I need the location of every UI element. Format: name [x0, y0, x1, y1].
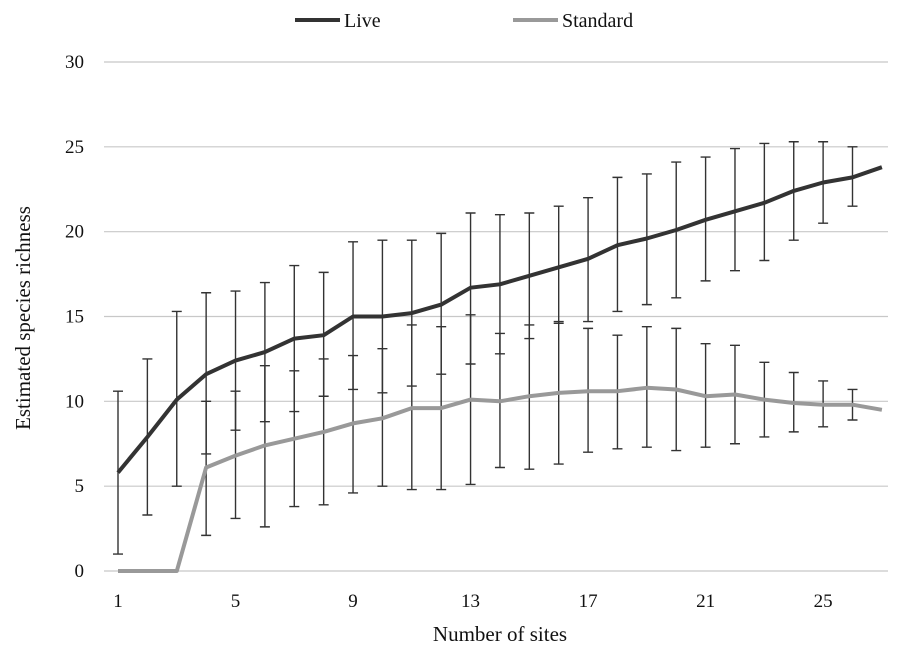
- y-axis-ticks: 0 5 10 15 20 25 30: [65, 52, 84, 582]
- series-line-live: [116, 165, 883, 474]
- y-tick-label: 25: [65, 137, 84, 158]
- y-tick-label: 30: [65, 52, 84, 73]
- x-tick-label: 21: [696, 591, 715, 612]
- x-tick-label: 1: [113, 591, 123, 612]
- error-bars: [113, 141, 858, 555]
- x-axis-title: Number of sites: [433, 622, 567, 646]
- series-line-standard: [118, 385, 883, 573]
- legend-label-standard: Standard: [562, 10, 633, 32]
- y-axis-title: Estimated species richness: [11, 206, 35, 430]
- y-tick-label: 15: [65, 307, 84, 328]
- y-tick-label: 5: [75, 476, 85, 497]
- y-tick-label: 20: [65, 222, 84, 243]
- x-tick-label: 13: [461, 591, 480, 612]
- series-lines: [116, 165, 883, 573]
- legend: Live Standard: [295, 10, 633, 32]
- y-tick-label: 0: [75, 561, 85, 582]
- x-axis-ticks: 1 5 9 13 17 21 25: [113, 591, 832, 612]
- x-tick-label: 9: [348, 591, 358, 612]
- x-tick-label: 5: [231, 591, 241, 612]
- legend-label-live: Live: [344, 10, 381, 32]
- y-tick-label: 10: [65, 391, 84, 412]
- x-tick-label: 17: [579, 591, 598, 612]
- x-tick-label: 25: [814, 591, 833, 612]
- gridlines: [104, 61, 888, 572]
